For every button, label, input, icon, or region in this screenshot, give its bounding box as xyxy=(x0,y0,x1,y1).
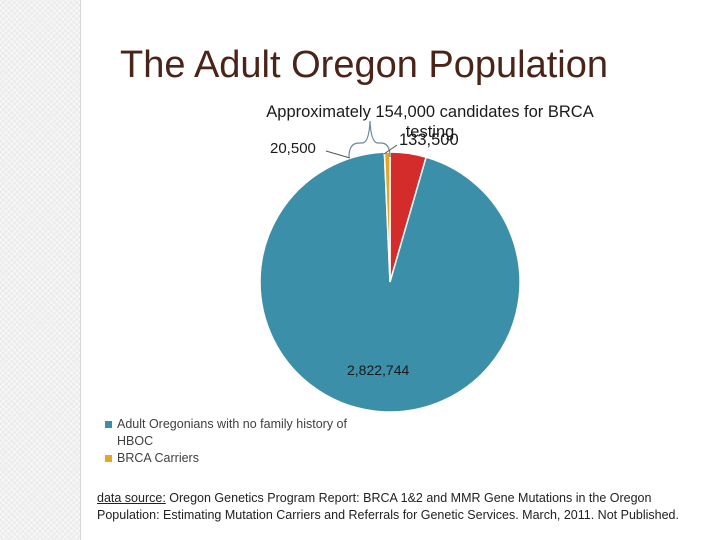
data-label-majority: 2,822,744 xyxy=(347,362,409,378)
slide-title: The Adult Oregon Population xyxy=(120,44,609,86)
pie-slice-majority xyxy=(259,151,521,413)
legend-label-majority: Adult Oregonians with no family history … xyxy=(117,417,347,448)
data-source-label: data source: xyxy=(97,491,166,505)
leader-line-carriers xyxy=(325,150,351,159)
legend-item-carriers: BRCA Carriers xyxy=(105,450,385,467)
chart-title-line-1: Approximately 154,000 candidates for BRC… xyxy=(266,103,593,121)
legend-swatch-majority xyxy=(105,421,112,428)
data-source-note: data source: Oregon Genetics Program Rep… xyxy=(97,490,712,524)
side-pattern-background xyxy=(0,0,80,540)
legend-item-majority: Adult Oregonians with no family history … xyxy=(105,416,385,450)
data-label-candidates: 133,500 xyxy=(399,131,459,149)
data-label-carriers: 20,500 xyxy=(270,140,316,157)
candidates-brace xyxy=(348,120,391,158)
data-source-text: Oregon Genetics Program Report: BRCA 1&2… xyxy=(97,491,679,522)
legend: Adult Oregonians with no family history … xyxy=(105,416,385,467)
leader-line-candidates xyxy=(383,144,398,155)
legend-label-carriers: BRCA Carriers xyxy=(117,451,199,465)
legend-swatch-carriers xyxy=(105,455,112,462)
chart-title-line-2: testing xyxy=(406,123,455,141)
